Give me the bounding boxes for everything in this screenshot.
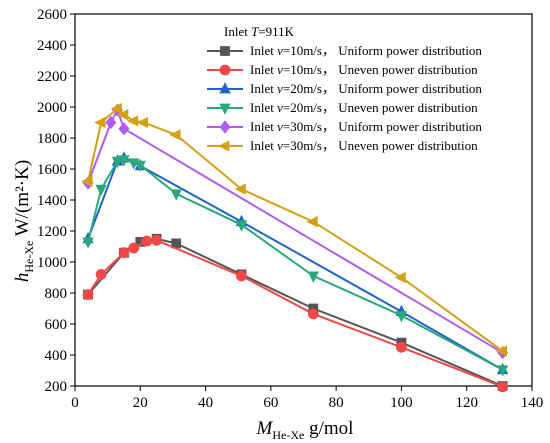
legend-entry-6: Inlet v=30m/s， Uneven power distribution bbox=[207, 138, 478, 153]
series-line bbox=[87, 158, 504, 371]
data-point bbox=[394, 271, 406, 284]
series-4 bbox=[82, 155, 509, 377]
data-point bbox=[82, 289, 94, 300]
y-tick-label: 1000 bbox=[37, 255, 67, 271]
x-tick-label: 120 bbox=[455, 395, 478, 411]
data-point bbox=[126, 115, 139, 127]
y-tick-label: 2400 bbox=[37, 38, 67, 54]
legend-entry-1: Inlet v=10m/s， Uniform power distributio… bbox=[207, 43, 482, 58]
legend-title: Inlet T=911K bbox=[224, 24, 295, 39]
data-point bbox=[95, 184, 107, 197]
legend-marker bbox=[219, 82, 231, 94]
data-point bbox=[117, 109, 129, 121]
legend-marker bbox=[219, 120, 231, 134]
series-line bbox=[87, 237, 503, 387]
y-tick-label: 2600 bbox=[37, 7, 67, 23]
data-point bbox=[118, 247, 130, 259]
data-point bbox=[396, 341, 407, 353]
legend-entry-5: Inlet v=30m/s， Uniform power distributio… bbox=[207, 119, 482, 134]
y-axis-title: hHe-Xe W/(m²·K) bbox=[12, 160, 36, 282]
data-point bbox=[151, 234, 163, 246]
data-point bbox=[82, 237, 94, 249]
legend-entry-2: Inlet v=10m/s， Uneven power distribution bbox=[207, 62, 478, 77]
data-point bbox=[306, 216, 318, 228]
legend-entry-3: Inlet v=20m/s， Uniform power distributio… bbox=[207, 81, 482, 96]
legend-label: Inlet v=30m/s， Uniform power distributio… bbox=[250, 119, 482, 134]
data-point bbox=[307, 308, 319, 320]
data-point bbox=[134, 160, 146, 173]
series-layer bbox=[81, 102, 509, 393]
data-point bbox=[495, 345, 508, 357]
axis-ticks bbox=[70, 13, 533, 391]
legend-label: Inlet v=10m/s， Uneven power distribution bbox=[250, 62, 478, 77]
y-tick-label: 200 bbox=[45, 379, 68, 395]
legend-marker bbox=[219, 64, 231, 76]
series-2 bbox=[82, 234, 509, 393]
x-tick-label: 0 bbox=[71, 395, 79, 411]
data-point bbox=[170, 189, 182, 201]
y-tick-label: 2200 bbox=[37, 69, 67, 85]
tick-labels: 0 20 40 60 80 100 120 140 200 400 600 800 1000 1200 14… bbox=[37, 7, 543, 411]
series-6 bbox=[81, 102, 508, 357]
y-tick-label: 1200 bbox=[37, 224, 67, 240]
data-point bbox=[128, 242, 140, 254]
data-point bbox=[235, 220, 248, 232]
data-point bbox=[141, 235, 153, 247]
data-point bbox=[105, 115, 117, 130]
y-tick-label: 400 bbox=[45, 348, 68, 364]
x-tick-label: 140 bbox=[521, 395, 544, 411]
y-tick-label: 2000 bbox=[37, 100, 67, 116]
y-tick-label: 1800 bbox=[37, 131, 67, 147]
data-point bbox=[169, 129, 181, 141]
data-point bbox=[236, 270, 247, 282]
data-point bbox=[94, 116, 106, 129]
legend-marker bbox=[219, 103, 231, 115]
y-tick-label: 600 bbox=[45, 317, 68, 333]
legend: Inlet T=911K Inlet v=10m/s， Uniform power… bbox=[207, 24, 482, 153]
data-point bbox=[497, 381, 509, 393]
y-tick-label: 1600 bbox=[37, 162, 67, 178]
x-axis-title: MHe-Xe g/mol bbox=[256, 418, 354, 442]
legend-label: Inlet v=20m/s， Uneven power distribution bbox=[250, 100, 478, 115]
data-point bbox=[118, 155, 130, 167]
data-point bbox=[118, 122, 130, 136]
series-1 bbox=[83, 233, 508, 391]
x-tick-label: 100 bbox=[390, 395, 413, 411]
data-point bbox=[95, 268, 107, 280]
legend-label: Inlet v=20m/s， Uniform power distributio… bbox=[250, 81, 482, 96]
data-point bbox=[395, 311, 408, 323]
data-point bbox=[110, 102, 122, 115]
x-tick-label: 60 bbox=[263, 395, 278, 411]
legend-entry-4: Inlet v=20m/s， Uneven power distribution bbox=[207, 100, 478, 115]
x-tick-label: 80 bbox=[329, 395, 344, 411]
x-tick-label: 20 bbox=[133, 395, 148, 411]
legend-marker bbox=[220, 46, 230, 56]
data-point bbox=[136, 116, 148, 129]
y-tick-label: 1400 bbox=[37, 193, 67, 209]
data-point bbox=[81, 175, 93, 188]
legend-label: Inlet v=10m/s， Uniform power distributio… bbox=[250, 43, 482, 58]
legend-marker bbox=[218, 140, 230, 152]
data-point bbox=[307, 271, 319, 283]
data-point bbox=[111, 156, 124, 169]
data-point bbox=[496, 365, 509, 377]
data-point bbox=[234, 183, 246, 195]
y-tick-label: 800 bbox=[45, 286, 68, 302]
x-tick-label: 40 bbox=[198, 395, 213, 411]
legend-label: Inlet v=30m/s， Uneven power distribution bbox=[250, 138, 478, 153]
